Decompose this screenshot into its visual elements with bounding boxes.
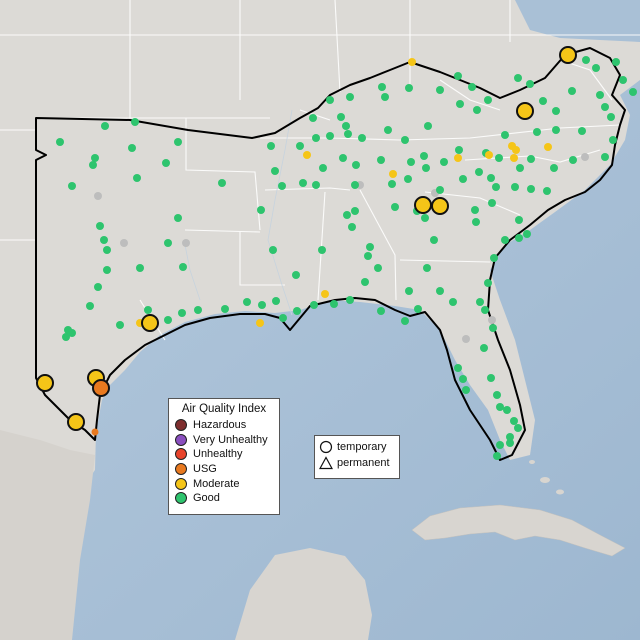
- aqi-legend-title: Air Quality Index: [181, 403, 267, 415]
- legend-permanent: permanent: [315, 455, 399, 471]
- rivers: [184, 109, 293, 316]
- circle-icon: [319, 440, 333, 454]
- hazardous-swatch-icon: [175, 419, 187, 432]
- very-unhealthy-swatch-icon: [175, 433, 187, 446]
- aqi-legend-hazardous: Hazardous: [169, 418, 279, 433]
- very-unhealthy-label: Very Unhealthy: [193, 433, 268, 446]
- aqi-legend-very-unhealthy: Very Unhealthy: [169, 433, 279, 448]
- usg-station-small: [91, 428, 99, 436]
- region-boundary: [35, 47, 626, 461]
- mexico-coast: [0, 430, 95, 640]
- good-swatch-icon: [175, 492, 187, 505]
- legend-temporary: temporary: [315, 439, 399, 455]
- yucatan-peninsula: [235, 548, 372, 640]
- aqi-legend-usg: USG: [169, 462, 279, 477]
- cuba: [411, 504, 626, 557]
- monitor-type-legend: temporary permanent: [314, 435, 400, 479]
- moderate-label: Moderate: [193, 477, 240, 490]
- temporary-label: temporary: [337, 441, 387, 453]
- unhealthy-label: Unhealthy: [193, 448, 243, 461]
- usg-swatch-icon: [175, 463, 187, 476]
- usg-label: USG: [193, 463, 217, 476]
- aqi-legend: Air Quality Index Hazardous Very Unhealt…: [168, 398, 280, 515]
- triangle-icon: [319, 456, 333, 470]
- aqi-legend-good: Good: [169, 491, 279, 506]
- moderate-swatch-icon: [175, 477, 187, 490]
- unhealthy-swatch-icon: [175, 448, 187, 461]
- good-label: Good: [193, 492, 220, 505]
- permanent-label: permanent: [337, 457, 390, 469]
- good-stations: [56, 56, 637, 460]
- aqi-legend-moderate: Moderate: [169, 476, 279, 491]
- aqi-legend-unhealthy: Unhealthy: [169, 447, 279, 462]
- bahamas: [529, 460, 564, 495]
- temporary-monitors: [36, 46, 577, 431]
- gulf-of-mexico: [0, 80, 640, 640]
- great-lakes: [515, 0, 640, 42]
- hazardous-label: Hazardous: [193, 419, 247, 432]
